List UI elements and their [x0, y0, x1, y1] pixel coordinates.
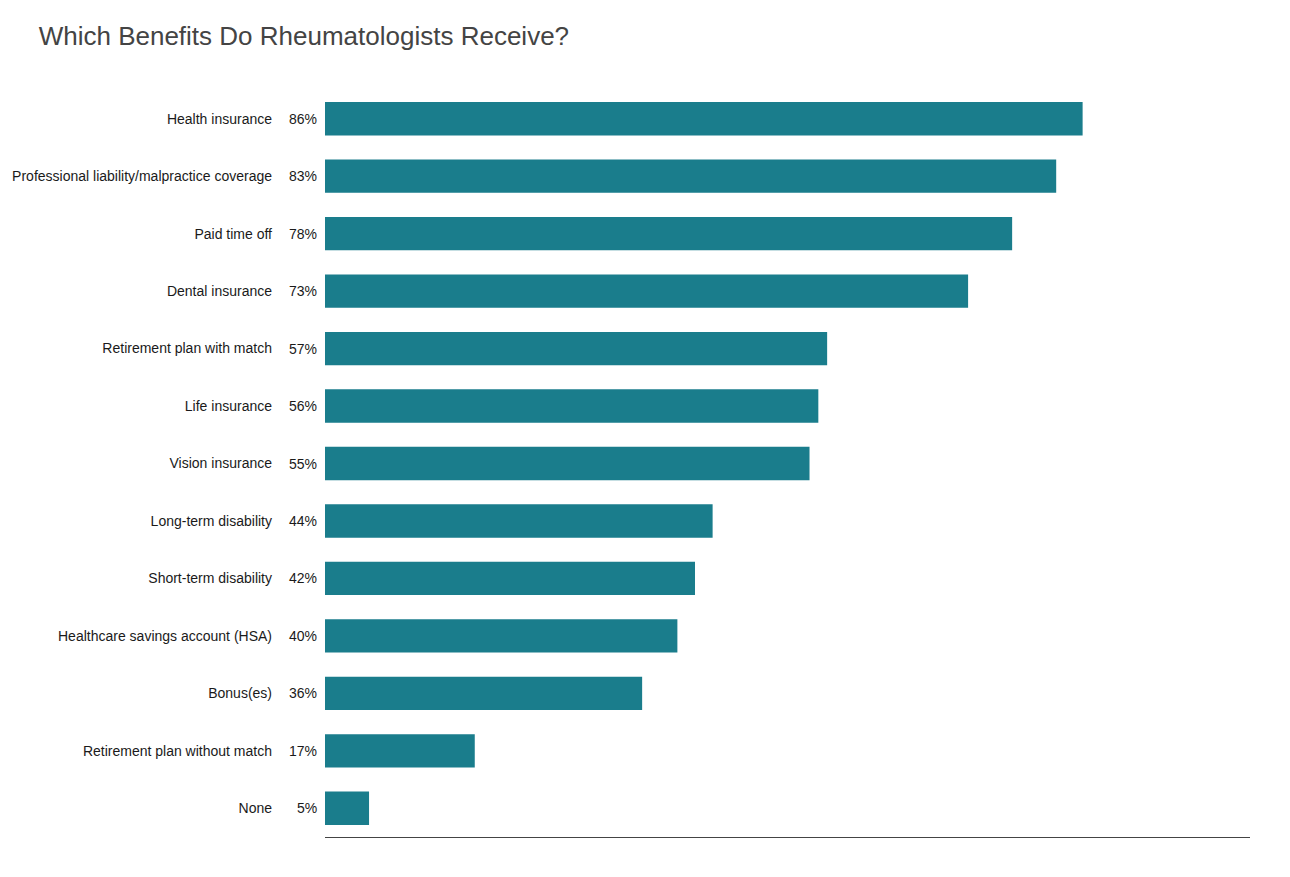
svg-text:Retirement plan without match: Retirement plan without match: [83, 743, 272, 759]
svg-text:Which Benefits Do Rheumatologi: Which Benefits Do Rheumatologists Receiv…: [39, 21, 569, 51]
svg-text:Professional liability/malprac: Professional liability/malpractice cover…: [12, 168, 272, 184]
svg-text:44%: 44%: [289, 513, 317, 529]
svg-text:Vision insurance: Vision insurance: [170, 455, 273, 471]
svg-text:Retirement plan with match: Retirement plan with match: [102, 340, 272, 356]
svg-text:86%: 86%: [289, 111, 317, 127]
svg-text:42%: 42%: [289, 570, 317, 586]
svg-text:Health insurance: Health insurance: [167, 111, 272, 127]
svg-text:56%: 56%: [289, 398, 317, 414]
svg-text:78%: 78%: [289, 226, 317, 242]
svg-text:Paid time off: Paid time off: [194, 226, 272, 242]
svg-text:None: None: [239, 800, 273, 816]
svg-text:Long-term disability: Long-term disability: [151, 513, 272, 529]
svg-text:Healthcare savings account (HS: Healthcare savings account (HSA): [58, 628, 272, 644]
svg-text:5%: 5%: [297, 800, 317, 816]
svg-text:Bonus(es): Bonus(es): [208, 685, 272, 701]
svg-text:55%: 55%: [289, 456, 317, 472]
svg-text:36%: 36%: [289, 685, 317, 701]
svg-text:40%: 40%: [289, 628, 317, 644]
svg-text:73%: 73%: [289, 283, 317, 299]
svg-text:17%: 17%: [289, 743, 317, 759]
svg-text:Dental insurance: Dental insurance: [167, 283, 272, 299]
svg-text:57%: 57%: [289, 341, 317, 357]
svg-text:Short-term disability: Short-term disability: [148, 570, 272, 586]
svg-text:83%: 83%: [289, 168, 317, 184]
svg-text:Life insurance: Life insurance: [185, 398, 272, 414]
